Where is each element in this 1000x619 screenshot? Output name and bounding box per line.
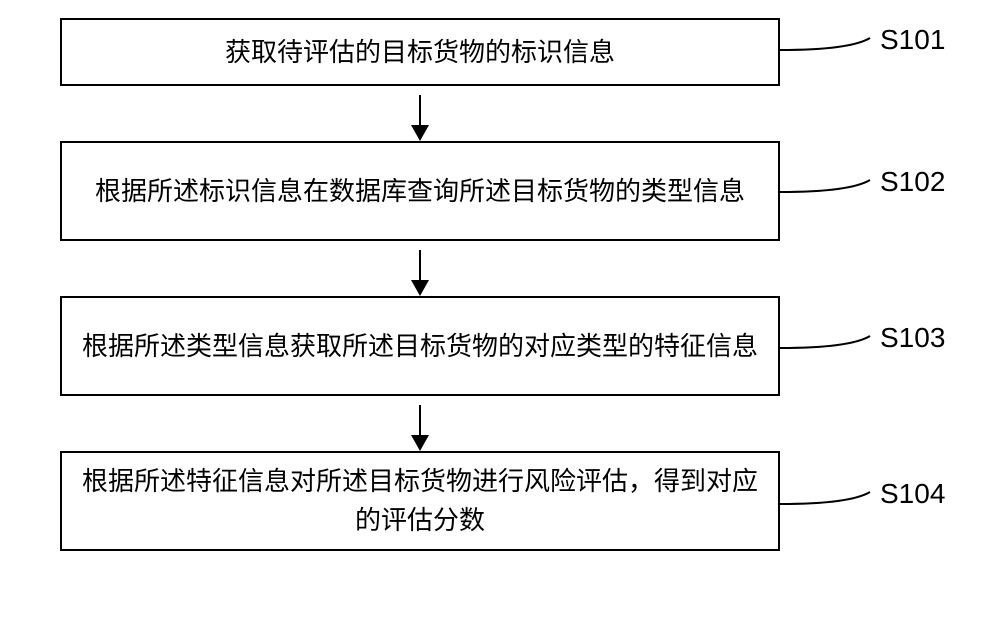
flowchart-arrow [60, 241, 780, 296]
step-label: S101 [880, 24, 945, 56]
arrow-head-icon [411, 125, 429, 141]
flowchart-step: 根据所述特征信息对所述目标货物进行风险评估，得到对应的评估分数 [60, 451, 780, 551]
step-label: S103 [880, 322, 945, 354]
flowchart-step: 根据所述标识信息在数据库查询所述目标货物的类型信息 [60, 141, 780, 241]
flowchart-container: 获取待评估的目标货物的标识信息 根据所述标识信息在数据库查询所述目标货物的类型信… [60, 18, 780, 551]
step-label: S102 [880, 166, 945, 198]
arrow-head-icon [411, 435, 429, 451]
arrow-head-icon [411, 280, 429, 296]
flowchart-step: 获取待评估的目标货物的标识信息 [60, 18, 780, 86]
flowchart-arrow [60, 86, 780, 141]
step-label: S104 [880, 478, 945, 510]
step-text: 根据所述类型信息获取所述目标货物的对应类型的特征信息 [82, 327, 758, 366]
step-text: 根据所述标识信息在数据库查询所述目标货物的类型信息 [95, 172, 745, 211]
step-text: 根据所述特征信息对所述目标货物进行风险评估，得到对应的评估分数 [82, 462, 758, 540]
flowchart-arrow [60, 396, 780, 451]
flowchart-step: 根据所述类型信息获取所述目标货物的对应类型的特征信息 [60, 296, 780, 396]
step-text: 获取待评估的目标货物的标识信息 [225, 33, 615, 72]
